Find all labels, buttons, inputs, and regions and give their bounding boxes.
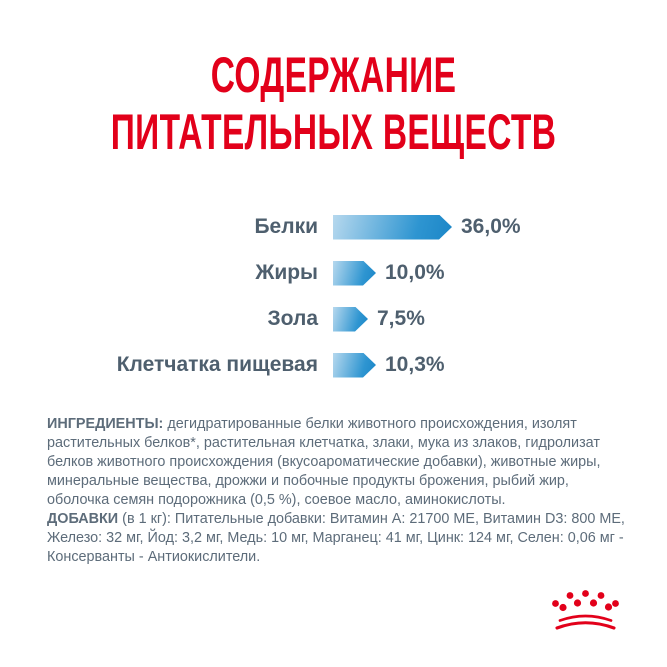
- ingredients-paragraph: ИНГРЕДИЕНТЫ: дегидратированные белки жив…: [47, 415, 632, 510]
- chart-bar: [333, 353, 376, 378]
- chart-row-label: Жиры: [255, 261, 318, 284]
- nutrition-bar-chart: Белки 36,0% Жиры 10,0% Зола 7,5% Клетчатка пищ…: [0, 204, 667, 388]
- chart-row-label: Белки: [254, 215, 318, 238]
- chart-row: Жиры 10,0%: [0, 250, 667, 296]
- chart-bar: [333, 261, 376, 286]
- chart-bar: [333, 215, 452, 240]
- royal-canin-crown-icon: [552, 590, 619, 630]
- page-title-line1: СОДЕРЖАНИЕ: [210, 47, 457, 103]
- additives-paragraph: ДОБАВКИ (в 1 кг): Питательные добавки: В…: [47, 510, 632, 567]
- chart-row: Зола 7,5%: [0, 296, 667, 342]
- additives-text: (в 1 кг): Питательные добавки: Витамин А…: [47, 511, 625, 565]
- chart-row-value: 10,0%: [385, 261, 445, 284]
- chart-bar: [333, 307, 368, 332]
- ingredients-text: дегидратированные белки животного происх…: [47, 416, 601, 508]
- chart-row: Белки 36,0%: [0, 204, 667, 250]
- chart-row-label: Клетчатка пищевая: [116, 353, 318, 376]
- page-title: СОДЕРЖАНИЕ ПИТАТЕЛЬНЫХ ВЕЩЕСТВ: [110, 47, 557, 161]
- composition-text-block: ИНГРЕДИЕНТЫ: дегидратированные белки жив…: [47, 415, 632, 567]
- page-title-line2: ПИТАТЕЛЬНЫХ ВЕЩЕСТВ: [110, 104, 557, 160]
- additives-label: ДОБАВКИ: [47, 511, 119, 527]
- chart-row: Клетчатка пищевая 10,3%: [0, 342, 667, 388]
- chart-row-value: 36,0%: [461, 215, 521, 238]
- chart-row-value: 7,5%: [377, 307, 425, 330]
- chart-row-value: 10,3%: [385, 353, 445, 376]
- ingredients-label: ИНГРЕДИЕНТЫ:: [47, 416, 164, 432]
- chart-row-label: Зола: [267, 307, 318, 330]
